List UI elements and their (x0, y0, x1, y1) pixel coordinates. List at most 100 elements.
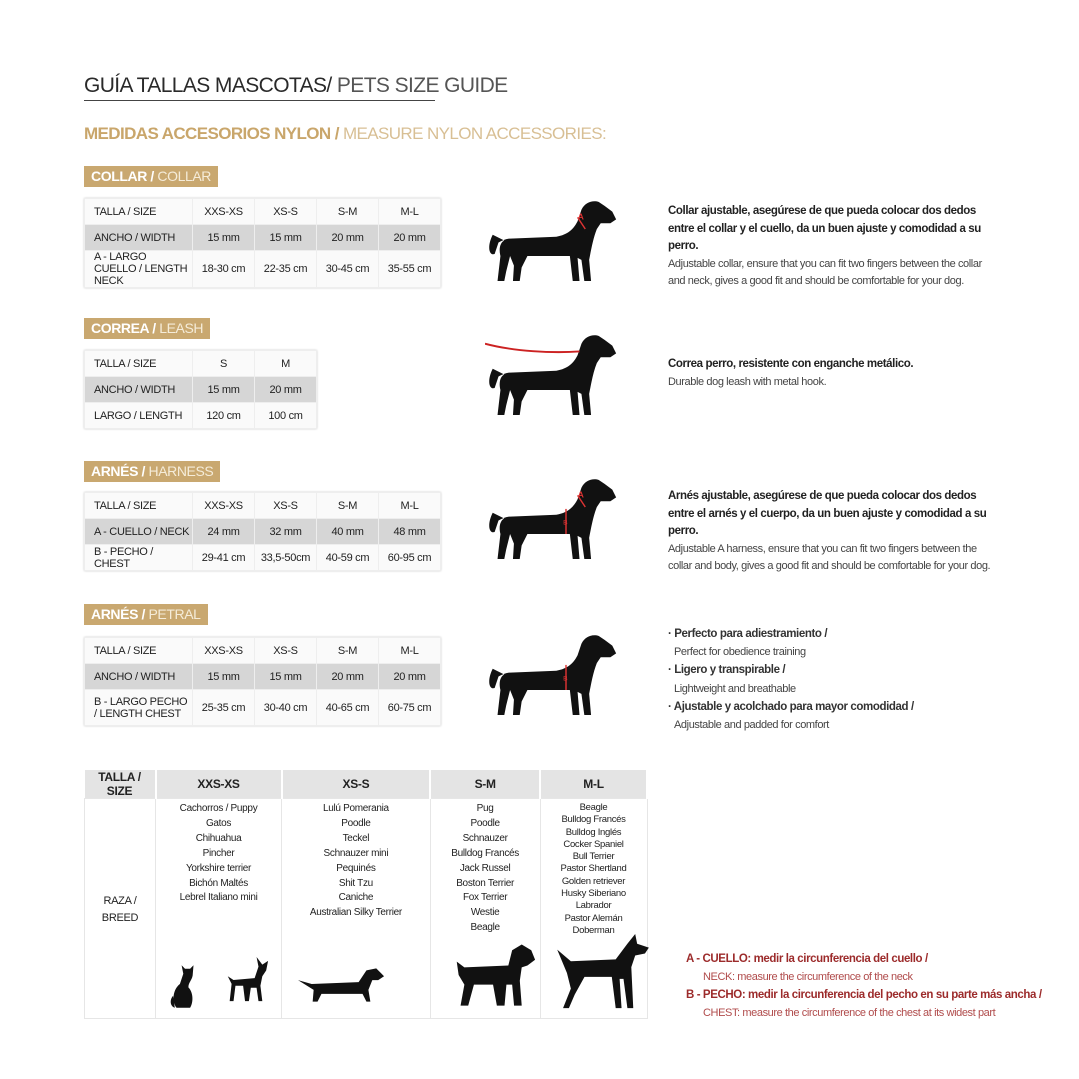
breed-name: Labrador (575, 900, 612, 912)
cell-value: 24 mm (192, 518, 255, 545)
section-label-es: ARNÉS / (91, 606, 145, 622)
note-en: CHEST: measure the circumference of the … (703, 1007, 996, 1019)
cell-value: 20 mm (316, 663, 379, 690)
table-row: TALLA / SIZE XXS-XS XS-S S-M M-L (84, 637, 441, 664)
breed-name: Pug (476, 803, 494, 814)
svg-text:B: B (563, 519, 568, 526)
breed-name: Poodle (341, 817, 371, 829)
size-table: TALLA / SIZE S M ANCHO / WIDTH 15 mm 20 mm LAR… (84, 350, 317, 429)
row-label: B - LARGO PECHO / LENGTH CHEST (84, 689, 193, 726)
page-subtitle: MEDIDAS ACCESORIOS NYLON / MEASURE NYLON… (84, 124, 607, 144)
table-row: ANCHO / WIDTH 15 mm 20 mm (84, 376, 317, 403)
breed-name: Doberman (572, 924, 615, 936)
table-row: LARGO / LENGTH 120 cm 100 cm (84, 402, 317, 429)
breed-name: Bulldog Francés (561, 814, 626, 826)
cell-value: S-M (316, 637, 379, 664)
breed-name: Chihuahua (195, 832, 242, 844)
cell-value: XS-S (254, 637, 317, 664)
table-row: TALLA / SIZE XXS-XS XS-S S-M M-L (84, 198, 441, 225)
breed-row: RAZA / BREED Cachorros / Puppy Gatos Chihua… (84, 798, 649, 1019)
breed-column: Pug Poodle Schnauzer Bulldog Francés Jack Ru… (429, 798, 541, 1019)
section-label-es: COLLAR / (91, 168, 154, 184)
dog-silhouette-icon: A (485, 196, 620, 288)
feature-en: Adjustable and padded for comfort (674, 719, 829, 732)
size-header: XXS-XS (155, 770, 283, 799)
row-label: B - PECHO / CHEST (84, 544, 193, 571)
description-es: Arnés ajustable, asegúrese de que pueda … (668, 490, 987, 537)
row-label: A - CUELLO / NECK (84, 518, 193, 545)
subtitle-es: MEDIDAS ACCESORIOS NYLON / (84, 124, 339, 143)
dog-silhouette-icon (485, 330, 620, 422)
title-en: PETS SIZE GUIDE (331, 74, 508, 97)
size-table: TALLA / SIZE XXS-XS XS-S S-M M-L ANCHO / WIDT… (84, 198, 441, 288)
breed-name: Gatos (205, 817, 232, 829)
section-label-en: LEASH (155, 320, 204, 336)
row-label: LARGO / LENGTH (84, 402, 193, 429)
cell-value: 40-65 cm (316, 689, 379, 726)
dog-silhouette-icon: B (485, 630, 620, 722)
section-label-en: HARNESS (145, 463, 214, 479)
row-label: ANCHO / WIDTH (84, 376, 193, 403)
cell-value: S-M (316, 492, 379, 519)
feature-en: Lightweight and breathable (674, 682, 796, 695)
row-label: TALLA / SIZE (84, 637, 193, 664)
breed-name: Cachorros / Puppy (179, 803, 258, 814)
cell-value: 15 mm (254, 663, 317, 690)
cell-value: 33,5-50cm (254, 544, 317, 571)
table-row: B - PECHO / CHEST 29-41 cm 33,5-50cm 40-59 … (84, 544, 441, 571)
description-es: Collar ajustable, asegúrese de que pueda… (668, 205, 981, 252)
svg-text:A: A (578, 211, 585, 221)
title-es: GUÍA TALLAS MASCOTAS/ (84, 74, 332, 97)
cell-value: 29-41 cm (192, 544, 255, 571)
section-label: ARNÉS / HARNESS (84, 461, 221, 482)
table-row: TALLA / SIZE S M (84, 350, 317, 377)
feature-es: · Ligero y transpirable / (668, 664, 786, 677)
breed-name: Cocker Spaniel (563, 838, 624, 850)
cell-value: 30-40 cm (254, 689, 317, 726)
breed-name: Fox Terrier (462, 892, 508, 904)
cell-value: XXS-XS (192, 492, 255, 519)
breed-name: Teckel (342, 832, 370, 844)
section-label-en: PETRAL (145, 606, 201, 622)
size-header: XS-S (281, 770, 432, 799)
table-row: ANCHO / WIDTH 15 mm 15 mm 20 mm 20 mm (84, 663, 441, 690)
breed-name: Pastor Alemán (564, 912, 623, 924)
breed-name: Shit Tzu (338, 877, 373, 889)
breed-name: Schnauzer (462, 832, 508, 844)
cell-value: 120 cm (192, 402, 255, 429)
cell-value: 18-30 cm (192, 250, 255, 288)
page-title: GUÍA TALLAS MASCOTAS/ PETS SIZE GUIDE (84, 74, 508, 101)
breed-name: Bull Terrier (572, 851, 615, 863)
row-label: ANCHO / WIDTH (84, 224, 193, 251)
cell-value: 35-55 cm (378, 250, 441, 288)
size-header: M-L (540, 770, 648, 799)
row-label: TALLA / SIZE (84, 492, 193, 519)
section-description: Arnés ajustable, asegúrese de que pueda … (668, 488, 998, 576)
dog-silhouette-icon: AB (485, 474, 620, 566)
cell-value: XS-S (254, 198, 317, 225)
cell-value: 48 mm (378, 518, 441, 545)
section-label-es: CORREA / (91, 320, 156, 336)
cell-value: 100 cm (254, 402, 317, 429)
cell-value: 15 mm (192, 376, 255, 403)
measure-notes: A - CUELLO: medir la circunferencia del … (686, 950, 1042, 1022)
size-header: S-M (430, 770, 542, 799)
row-label: A - LARGO CUELLO / LENGTH NECK (84, 250, 193, 288)
cell-value: 60-75 cm (378, 689, 441, 726)
cell-value: 15 mm (254, 224, 317, 251)
size-header-label: TALLA / SIZE (84, 770, 157, 799)
cell-value: M-L (378, 198, 441, 225)
breed-name: Beagle (470, 922, 500, 934)
description-es: Correa perro, resistente con enganche me… (668, 358, 914, 370)
cell-value: 22-35 cm (254, 250, 317, 288)
row-label: ANCHO / WIDTH (84, 663, 193, 690)
table-row: A - LARGO CUELLO / LENGTH NECK 18-30 cm 22… (84, 250, 441, 288)
row-label: TALLA / SIZE (84, 198, 193, 225)
cell-value: 15 mm (192, 224, 255, 251)
breed-name: Pincher (202, 847, 235, 859)
table-row: B - LARGO PECHO / LENGTH CHEST 25-35 cm 30… (84, 689, 441, 726)
cell-value: XXS-XS (192, 637, 255, 664)
section-description: Collar ajustable, asegúrese de que pueda… (668, 203, 998, 291)
breed-header-row: TALLA / SIZE XXS-XS XS-S S-M M-L (84, 770, 648, 799)
cell-value: 15 mm (192, 663, 255, 690)
